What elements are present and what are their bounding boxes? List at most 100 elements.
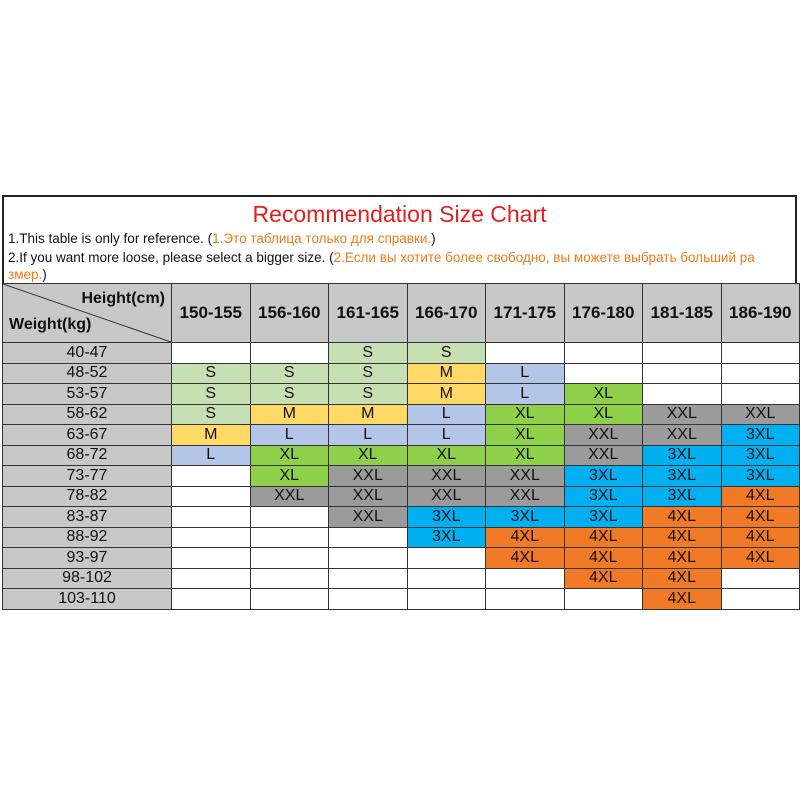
weight-range-cell: 98-102	[2, 567, 172, 589]
size-cell: XXL	[642, 403, 722, 425]
empty-cell	[406, 547, 486, 569]
note-loose-cont-ru: змер.	[8, 267, 43, 282]
size-cell: XXL	[406, 465, 486, 487]
empty-cell	[406, 567, 486, 589]
size-cell: XXL	[406, 485, 486, 507]
size-cell: 3XL	[720, 465, 800, 487]
size-cell: XL	[485, 403, 565, 425]
size-cell: XXL	[563, 444, 643, 466]
height-header-cell: 166-170	[406, 283, 486, 343]
size-cell: XL	[249, 465, 329, 487]
size-cell: 4XL	[642, 588, 722, 610]
size-cell: 3XL	[485, 506, 565, 528]
table-row: 103-110 4XL	[2, 588, 800, 610]
chart-frame: Recommendation Size Chart 1.This table i…	[2, 195, 797, 606]
size-cell: S	[328, 383, 408, 405]
note-loose-en: 2.If you want more loose, please select …	[8, 250, 334, 265]
size-cell: XL	[485, 444, 565, 466]
size-cell: XL	[249, 444, 329, 466]
size-cell: L	[249, 424, 329, 446]
size-cell: L	[328, 424, 408, 446]
table-row: 58-62 S M M L XL XL XXL XXL	[2, 403, 800, 425]
corner-cell: Height(cm) Weight(kg)	[2, 283, 172, 343]
size-cell: XXL	[642, 424, 722, 446]
size-cell: S	[171, 383, 251, 405]
size-table: Height(cm) Weight(kg) 150-155 156-160 161-…	[2, 283, 800, 610]
size-cell: 4XL	[720, 547, 800, 569]
empty-cell	[171, 588, 251, 610]
weight-range-cell: 58-62	[2, 403, 172, 425]
size-cell: 4XL	[485, 526, 565, 548]
empty-cell	[720, 362, 800, 384]
size-cell: 3XL	[406, 526, 486, 548]
size-cell: XXL	[249, 485, 329, 507]
empty-cell	[328, 588, 408, 610]
size-cell: S	[171, 362, 251, 384]
size-cell: 4XL	[720, 526, 800, 548]
table-row: 68-72 L XL XL XL XL XXL 3XL 3XL	[2, 444, 800, 466]
weight-range-cell: 73-77	[2, 465, 172, 487]
weight-range-cell: 68-72	[2, 444, 172, 466]
size-cell: 4XL	[563, 547, 643, 569]
empty-cell	[642, 342, 722, 364]
chart-title: Recommendation Size Chart	[252, 201, 547, 227]
note-loose: 2.If you want more loose, please select …	[8, 249, 755, 267]
weight-range-cell: 93-97	[2, 547, 172, 569]
note-loose-cont: змер.)	[8, 266, 47, 284]
table-row: 93-97 4XL 4XL 4XL 4XL	[2, 547, 800, 569]
weight-axis-label: Weight(kg)	[9, 316, 92, 333]
size-cell: M	[249, 403, 329, 425]
height-axis-label: Height(cm)	[81, 290, 165, 307]
size-cell: L	[485, 362, 565, 384]
height-header-row: Height(cm) Weight(kg) 150-155 156-160 161-…	[2, 283, 800, 343]
size-cell: XXL	[328, 485, 408, 507]
size-cell: 4XL	[642, 567, 722, 589]
empty-cell	[249, 588, 329, 610]
size-cell: 4XL	[485, 547, 565, 569]
size-cell: S	[249, 362, 329, 384]
weight-range-cell: 78-82	[2, 485, 172, 507]
note-reference-tail: )	[431, 231, 436, 246]
empty-cell	[171, 506, 251, 528]
height-header-cell: 161-165	[328, 283, 408, 343]
size-cell: XXL	[328, 506, 408, 528]
empty-cell	[171, 342, 251, 364]
empty-cell	[171, 547, 251, 569]
size-cell: XL	[563, 403, 643, 425]
weight-range-cell: 88-92	[2, 526, 172, 548]
height-header-cell: 171-175	[485, 283, 565, 343]
empty-cell	[171, 526, 251, 548]
size-cell: XL	[563, 383, 643, 405]
empty-cell	[485, 342, 565, 364]
size-cell: S	[249, 383, 329, 405]
weight-range-cell: 103-110	[2, 588, 172, 610]
height-header-cell: 186-190	[720, 283, 800, 343]
size-cell: XXL	[720, 403, 800, 425]
size-cell: XXL	[485, 465, 565, 487]
empty-cell	[720, 342, 800, 364]
empty-cell	[249, 506, 329, 528]
size-cell: XL	[485, 424, 565, 446]
size-table-body: 40-47 S S 48-52 S S S M L 53-57 S S S M L XL 58-62 S M M L XL…	[2, 342, 800, 610]
height-header-cell: 150-155	[171, 283, 251, 343]
size-cell: 4XL	[563, 567, 643, 589]
weight-range-cell: 83-87	[2, 506, 172, 528]
empty-cell	[328, 547, 408, 569]
weight-range-cell: 40-47	[2, 342, 172, 364]
empty-cell	[485, 567, 565, 589]
weight-range-cell: 48-52	[2, 362, 172, 384]
size-cell: XL	[328, 444, 408, 466]
size-cell: L	[485, 383, 565, 405]
size-cell: 4XL	[563, 526, 643, 548]
table-row: 73-77 XL XXL XXL XXL 3XL 3XL 3XL	[2, 465, 800, 487]
size-cell: S	[171, 403, 251, 425]
size-cell: 4XL	[642, 547, 722, 569]
size-cell: 3XL	[563, 485, 643, 507]
size-cell: XXL	[328, 465, 408, 487]
empty-cell	[249, 526, 329, 548]
size-cell: 4XL	[642, 526, 722, 548]
empty-cell	[563, 342, 643, 364]
size-cell: XXL	[563, 424, 643, 446]
empty-cell	[171, 567, 251, 589]
empty-cell	[720, 383, 800, 405]
